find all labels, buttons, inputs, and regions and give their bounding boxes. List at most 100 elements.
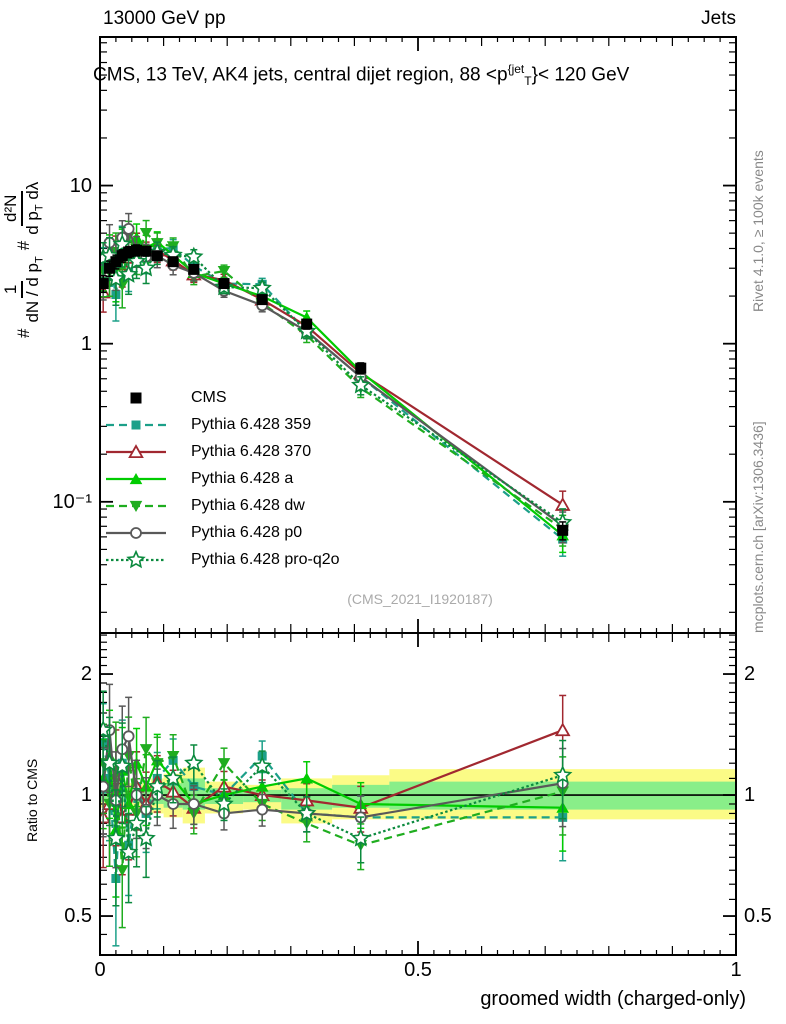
legend-item-pythia-6-428-pro-q2o: Pythia 6.428 pro-q2o	[105, 546, 340, 573]
process-header: Jets	[701, 8, 736, 29]
marker-square	[167, 256, 179, 268]
marker-star-open	[184, 752, 204, 772]
legend-label: Pythia 6.428 359	[191, 415, 312, 433]
legend-marker	[106, 472, 166, 484]
marker-square	[151, 250, 163, 262]
main-panel-series	[100, 212, 573, 557]
ratio-y-tick-label-right: 1	[744, 784, 756, 807]
legend-label: Pythia 6.428 pro-q2o	[191, 550, 340, 568]
marker-circle-open	[122, 222, 135, 235]
marker-star-open	[351, 828, 371, 847]
marker-triangle-up	[300, 772, 313, 784]
marker-triangle-down	[217, 265, 231, 278]
marker-star-open	[118, 842, 139, 861]
marker-square	[301, 318, 313, 330]
plot-title-suffix: }< 120 GeV	[531, 64, 630, 86]
marker-circle-open	[130, 526, 142, 539]
legend-item-cms: CMS	[105, 384, 340, 411]
series-ratio-line	[102, 729, 564, 853]
plot-title-prefix: CMS, 13 TeV, AK4 jets, central dijet reg…	[93, 64, 508, 86]
legend-item-pythia-6-428-359: Pythia 6.428 359	[105, 411, 340, 438]
legend-label: Pythia 6.428 370	[191, 442, 312, 460]
marker-star-open	[163, 768, 183, 787]
x-tick-label: 0.5	[404, 959, 432, 981]
legend-marker	[106, 420, 166, 429]
legend-label: CMS	[191, 388, 227, 406]
marker-star-open	[252, 755, 272, 775]
marker-square	[188, 263, 200, 275]
legend-marker	[106, 526, 166, 539]
ratio-panel-series	[100, 683, 573, 947]
legend: CMS Pythia 6.428 359 Pythia 6.428 370 Pythi…	[105, 384, 340, 573]
legend-label: Pythia 6.428 p0	[191, 523, 303, 541]
marker-star-open	[126, 813, 147, 832]
marker-star-open	[147, 776, 167, 795]
marker-star-open	[296, 803, 317, 822]
marker-square	[110, 256, 122, 268]
marker-star-open	[106, 828, 126, 847]
marker-star-open	[351, 375, 371, 394]
legend-marker	[106, 500, 166, 512]
rivet-version-credit: Rivet 4.1.0, ≥ 100k events	[750, 150, 766, 312]
marker-square	[131, 244, 143, 256]
marker-star-open	[126, 251, 147, 270]
ratio-y-tick-label-left: 0.5	[64, 905, 92, 928]
plot-title: CMS, 13 TeV, AK4 jets, central dijet reg…	[93, 62, 629, 88]
marker-square	[256, 294, 268, 306]
marker-square	[140, 245, 152, 257]
legend-marker	[130, 392, 142, 403]
marker-star-open	[136, 828, 156, 847]
marker-circle-open	[256, 803, 269, 816]
marker-star-open	[252, 278, 272, 297]
analysis-id-watermark: (CMS_2021_I1920187)	[347, 591, 493, 607]
legend-item-pythia-6-428-dw: Pythia 6.428 dw	[105, 492, 340, 519]
marker-square	[131, 420, 141, 429]
marker-star-open	[552, 765, 573, 784]
main-y-axis-label: # 1 dN / d pT # d²N d pT dλ	[1, 182, 46, 338]
marker-circle-open	[187, 798, 200, 810]
marker-square	[557, 524, 569, 536]
legend-marker	[106, 443, 166, 458]
ratio-panel-frame	[99, 632, 737, 956]
marker-square	[130, 392, 142, 403]
marker-star-open	[126, 549, 146, 568]
plot-title-superscript: {jet	[507, 62, 525, 76]
ratio-y-tick-label-right: 0.5	[744, 905, 772, 928]
hash-symbol: #	[13, 240, 33, 251]
main-y-tick-label: 10⁻¹	[52, 490, 92, 513]
legend-item-pythia-6-428-a: Pythia 6.428 a	[105, 465, 340, 492]
x-axis-label: groomed width (charged-only)	[480, 988, 746, 1010]
marker-circle-open	[100, 780, 110, 793]
marker-star-open	[100, 752, 120, 772]
marker-triangle-open	[554, 722, 571, 737]
main-y-tick-label: 1	[80, 332, 92, 355]
legend-marker	[106, 549, 166, 568]
marker-square	[116, 250, 128, 262]
marker-square	[355, 362, 367, 374]
marker-square	[100, 278, 109, 290]
legend-item-pythia-6-428-p0: Pythia 6.428 p0	[105, 519, 340, 546]
marker-star-open	[296, 321, 317, 340]
marker-star-open	[100, 719, 113, 739]
marker-triangle-open	[128, 443, 144, 458]
x-tick-label: 0	[94, 959, 106, 981]
plot-title-subscript: T	[524, 74, 532, 89]
marker-triangle-down	[139, 227, 153, 240]
legend-label: Pythia 6.428 a	[191, 469, 294, 487]
marker-circle-open	[122, 730, 135, 743]
legend-item-pythia-6-428-370: Pythia 6.428 370	[105, 438, 340, 465]
fraction-one: 1 dN / d pT	[1, 256, 46, 323]
marker-star-open	[214, 793, 234, 813]
hash-symbol: #	[13, 328, 33, 338]
ratio-y-tick-label-left: 1	[80, 784, 92, 807]
marker-star-open	[118, 264, 139, 283]
marker-square	[104, 262, 116, 274]
marker-star-open	[136, 257, 156, 277]
marker-star-open	[112, 755, 132, 775]
marker-star-open	[184, 246, 204, 266]
marker-triangle-down	[217, 758, 231, 770]
ratio-y-tick-label-left: 2	[80, 663, 92, 686]
beam-energy-header: 13000 GeV pp	[103, 8, 226, 29]
